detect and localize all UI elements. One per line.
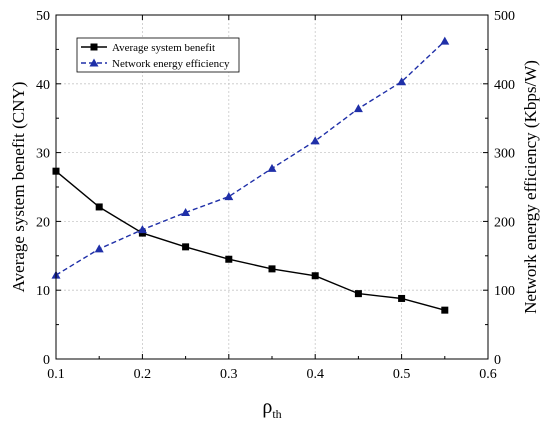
- data-point-benefit: [354, 290, 362, 298]
- data-point-efficiency: [440, 36, 450, 45]
- y2-tick-label: 200: [494, 215, 515, 230]
- data-point-benefit: [268, 265, 276, 273]
- data-point-efficiency: [353, 104, 363, 113]
- y2-tick-label: 0: [494, 353, 501, 368]
- y-tick-label: 0: [43, 353, 50, 368]
- y2-tick-label: 500: [494, 9, 515, 24]
- x-tick-label: 0.5: [393, 367, 411, 382]
- legend-label-efficiency: Network energy efficiency: [112, 58, 230, 70]
- x-tick-label: 0.4: [306, 367, 324, 382]
- y-axis-title: Average system benefit (CNY): [9, 82, 28, 293]
- x-axis-title: ρth: [262, 396, 281, 421]
- y2-tick-label: 100: [494, 284, 515, 299]
- data-point-benefit: [95, 203, 103, 211]
- y-tick-label: 50: [36, 9, 50, 24]
- y2-tick-label: 300: [494, 147, 515, 162]
- x-tick-label: 0.2: [134, 367, 152, 382]
- data-point-efficiency: [397, 77, 407, 86]
- legend-marker-efficiency: [89, 58, 99, 67]
- grid-lines: [56, 15, 488, 359]
- axis-ticks: 0.1 0.2 0.3 0.4 0.5 0.60102030405001002003004…: [36, 9, 515, 382]
- series-layer: [51, 36, 450, 314]
- data-point-benefit: [398, 294, 406, 302]
- data-point-benefit: [182, 243, 190, 251]
- y2-axis-title: Network energy efficiency (Kbps/W): [521, 60, 540, 314]
- x-axis-title-symbol: ρ: [262, 396, 272, 418]
- legend-marker-benefit: [90, 43, 98, 51]
- legend: Average system benefit Network energy ef…: [76, 37, 240, 73]
- data-point-benefit: [441, 306, 449, 314]
- y2-tick-label: 400: [494, 78, 515, 93]
- x-tick-label: 0.1: [47, 367, 65, 382]
- data-point-efficiency: [267, 163, 277, 172]
- y-tick-label: 10: [36, 284, 50, 299]
- data-point-benefit: [311, 272, 319, 280]
- x-tick-label: 0.6: [479, 367, 497, 382]
- y-tick-label: 30: [36, 147, 50, 162]
- data-point-benefit: [225, 255, 233, 263]
- y-tick-label: 20: [36, 215, 50, 230]
- legend-box: [76, 37, 240, 73]
- data-point-efficiency: [224, 192, 234, 201]
- series-line-benefit: [55, 170, 445, 311]
- legend-label-benefit: Average system benefit: [112, 42, 215, 54]
- y-tick-label: 40: [36, 78, 50, 93]
- data-point-efficiency: [181, 207, 191, 216]
- data-point-efficiency: [94, 244, 104, 253]
- data-point-efficiency: [310, 136, 320, 145]
- data-point-efficiency: [137, 225, 147, 234]
- series-line-efficiency: [55, 40, 446, 276]
- x-axis-title-subscript: th: [272, 407, 281, 421]
- x-tick-label: 0.3: [220, 367, 238, 382]
